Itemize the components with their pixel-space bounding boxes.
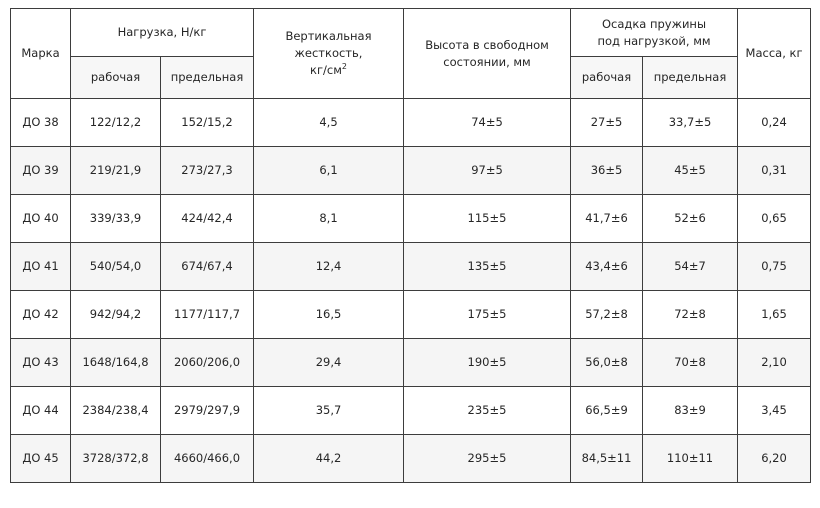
cell-value: 115±5 [403,194,571,243]
cell-value: 45±5 [641,146,739,195]
col-subheader-load-limit: предельная [160,56,254,99]
cell-value: 44,2 [253,434,404,483]
cell-value: 0,24 [737,98,812,147]
cell-value: 72±8 [641,290,739,339]
draft-group-line-1: Осадка пружины [601,16,707,31]
free-height-line-2: состоянии, мм [443,54,531,69]
page: Марка Нагрузка, Н/кг Вертикальная жестко… [10,8,812,483]
cell-value: 52±6 [641,194,739,243]
header-row-top: Марка Нагрузка, Н/кг Вертикальная жестко… [10,8,812,99]
cell-value: 54±7 [641,242,739,291]
header-row-sub: рабочая предельная рабочая предельная [11,56,811,99]
cell-value: 339/33,9 [70,194,161,243]
cell-marka: ДО 44 [10,386,71,435]
col-header-draft-group: Осадка пружины под нагрузкой, мм [569,8,739,57]
cell-value: 175±5 [403,290,571,339]
col-header-stiffness: Вертикальная жесткость, кг/см2 [253,8,404,99]
cell-value: 29,4 [253,338,404,387]
col-header-load-group: Нагрузка, Н/кг [70,8,254,57]
col-subheader-draft-working: рабочая [570,56,643,99]
cell-marka: ДО 42 [10,290,71,339]
table-row: ДО 42 942/94,2 1177/117,7 16,5 175±5 57,2±8 72… [10,290,812,339]
cell-value: 674/67,4 [160,242,254,291]
cell-value: 295±5 [403,434,571,483]
cell-value: 41,7±6 [570,194,643,243]
cell-value: 1,65 [737,290,812,339]
stiffness-unit: кг/см [310,62,342,77]
cell-value: 27±5 [570,98,643,147]
cell-value: 2,10 [737,338,812,387]
draft-group-line-2: под нагрузкой, мм [597,33,711,48]
cell-marka: ДО 38 [10,98,71,147]
table-row: ДО 45 3728/372,8 4660/466,0 44,2 295±5 84,5±1… [10,434,812,483]
cell-value: 0,65 [737,194,812,243]
cell-value: 235±5 [403,386,571,435]
cell-value: 12,4 [253,242,404,291]
cell-value: 43,4±6 [570,242,643,291]
cell-value: 3,45 [737,386,812,435]
cell-value: 2060/206,0 [160,338,254,387]
cell-value: 66,5±9 [570,386,643,435]
cell-value: 273/27,3 [160,146,254,195]
table-row: ДО 44 2384/238,4 2979/297,9 35,7 235±5 66,5±9… [10,386,812,435]
cell-value: 6,20 [737,434,812,483]
cell-value: 110±11 [641,434,739,483]
stiffness-line-2: жесткость, [294,46,363,61]
cell-value: 83±9 [641,386,739,435]
cell-value: 2979/297,9 [160,386,254,435]
cell-value: 6,1 [253,146,404,195]
cell-value: 35,7 [253,386,404,435]
cell-value: 424/42,4 [160,194,254,243]
stiffness-line-3: кг/см2 [258,62,399,79]
cell-value: 33,7±5 [641,98,739,147]
cell-value: 4660/466,0 [160,434,254,483]
cell-value: 2384/238,4 [70,386,161,435]
cell-value: 3728/372,8 [70,434,161,483]
cell-value: 70±8 [641,338,739,387]
cell-value: 1648/164,8 [70,338,161,387]
cell-value: 0,31 [737,146,812,195]
cell-value: 122/12,2 [70,98,161,147]
cell-marka: ДО 43 [10,338,71,387]
col-header-marka: Марка [10,8,71,99]
cell-value: 97±5 [403,146,571,195]
cell-value: 0,75 [737,242,812,291]
col-header-mass: Масса, кг [737,8,812,99]
col-subheader-draft-limit: предельная [641,56,739,99]
col-subheader-load-working: рабочая [70,56,161,99]
table-row: ДО 38 122/12,2 152/15,2 4,5 74±5 27±5 33,7±5 0,… [10,98,812,147]
cell-value: 219/21,9 [70,146,161,195]
cell-value: 56,0±8 [570,338,643,387]
cell-marka: ДО 39 [10,146,71,195]
stiffness-superscript: 2 [341,62,347,71]
cell-marka: ДО 41 [10,242,71,291]
cell-value: 74±5 [403,98,571,147]
cell-marka: ДО 40 [10,194,71,243]
cell-value: 84,5±11 [570,434,643,483]
cell-value: 36±5 [570,146,643,195]
stiffness-line-1: Вертикальная [285,29,372,44]
cell-value: 4,5 [253,98,404,147]
table-row: ДО 40 339/33,9 424/42,4 8,1 115±5 41,7±6 52±6 0… [10,194,812,243]
cell-value: 942/94,2 [70,290,161,339]
cell-value: 16,5 [253,290,404,339]
spring-specs-table: Марка Нагрузка, Н/кг Вертикальная жестко… [10,8,812,483]
table-row: ДО 43 1648/164,8 2060/206,0 29,4 190±5 56,0±8… [10,338,812,387]
cell-value: 57,2±8 [570,290,643,339]
table-row: ДО 39 219/21,9 273/27,3 6,1 97±5 36±5 45±5 0,31 [10,146,812,195]
cell-value: 8,1 [253,194,404,243]
cell-value: 135±5 [403,242,571,291]
cell-marka: ДО 45 [10,434,71,483]
cell-value: 152/15,2 [160,98,254,147]
table-row: ДО 41 540/54,0 674/67,4 12,4 135±5 43,4±6 54±7… [10,242,812,291]
table-body: ДО 38 122/12,2 152/15,2 4,5 74±5 27±5 33,7±5 0,… [10,98,812,483]
cell-value: 540/54,0 [70,242,161,291]
cell-value: 1177/117,7 [160,290,254,339]
cell-value: 190±5 [403,338,571,387]
free-height-line-1: Высота в свободном [425,37,549,52]
col-header-free-height: Высота в свободном состоянии, мм [403,8,571,99]
